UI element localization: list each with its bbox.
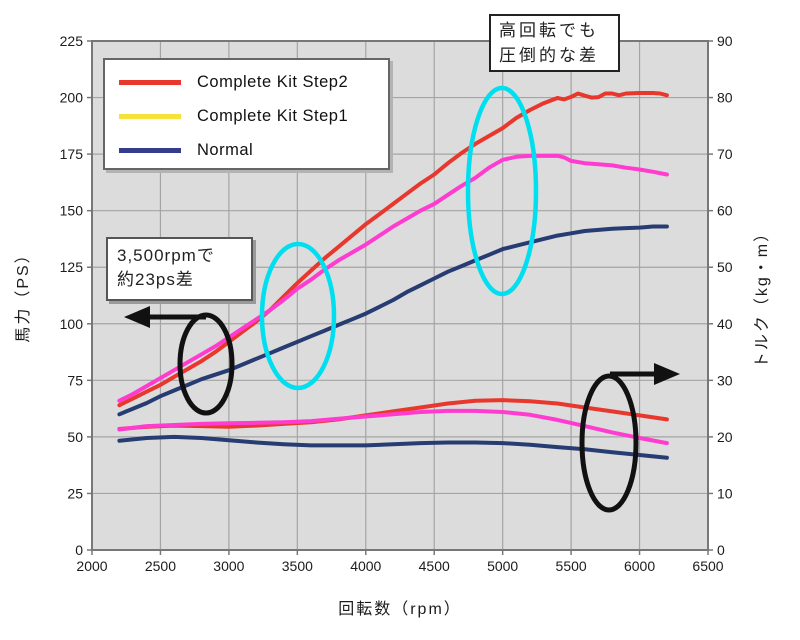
y-right-tick-label: 70: [717, 146, 733, 162]
x-tick-label: 3500: [282, 558, 313, 574]
cyan-highlight-ellipse: [259, 241, 337, 391]
legend-item-step1: Complete Kit Step1: [105, 99, 388, 133]
y-left-tick-label: 75: [67, 372, 83, 388]
x-tick-label: 3000: [213, 558, 244, 574]
y-left-tick-label: 0: [75, 542, 83, 558]
legend-label-step1: Complete Kit Step1: [197, 106, 349, 125]
y-left-tick-label: 200: [60, 90, 84, 106]
y-right-tick-label: 10: [717, 485, 733, 501]
y-left-tick-label: 150: [60, 203, 84, 219]
y-left-tick-label: 50: [67, 429, 83, 445]
torque-axis-indicator-ellipse: [579, 373, 639, 513]
legend-item-step2: Complete Kit Step2: [105, 65, 388, 99]
y-left-tick-label: 175: [60, 146, 84, 162]
y-left-tick-label: 125: [60, 259, 84, 275]
y-left-tick-label: 100: [60, 316, 84, 332]
y-left-axis-title: 馬力（PS）: [15, 245, 32, 343]
y-right-tick-label: 30: [717, 372, 733, 388]
legend-item-normal: Normal: [105, 133, 388, 167]
annotation-high-rpm-line2: 圧倒的な差: [499, 45, 599, 65]
legend-label-step2: Complete Kit Step2: [197, 72, 349, 91]
legend-label-normal: Normal: [197, 140, 254, 159]
legend-swatch-step2: [119, 79, 181, 85]
annotation-high-rpm-line1: 高回転でも: [499, 21, 599, 40]
series-power: [117, 153, 669, 403]
x-tick-label: 2000: [76, 558, 107, 574]
annotation-high-rpm: 高回転でも 圧倒的な差: [489, 14, 620, 72]
torque-axis-arrow-head: [654, 363, 680, 385]
annotation-3500rpm-line2: 約23ps差: [117, 269, 194, 289]
x-axis-title: 回転数（rpm）: [338, 601, 462, 618]
x-tick-label: 6500: [692, 558, 723, 574]
series-power: [117, 91, 669, 408]
x-tick-label: 5500: [556, 558, 587, 574]
chart-legend: Complete Kit Step2 Complete Kit Step1 No…: [103, 58, 390, 170]
y-right-tick-label: 0: [717, 542, 725, 558]
y-left-tick-label: 225: [60, 33, 84, 49]
plot-border: [91, 40, 709, 551]
series-torque: [117, 398, 669, 431]
annotation-3500rpm: 3,500rpmで 約23ps差: [106, 237, 253, 301]
power-axis-arrow-head: [124, 306, 150, 328]
x-tick-label: 4000: [350, 558, 381, 574]
x-tick-label: 4500: [419, 558, 450, 574]
y-right-tick-label: 80: [717, 90, 733, 106]
y-right-axis-title: トルク（kg・m）: [754, 223, 771, 369]
cyan-highlight-ellipse: [465, 85, 539, 297]
y-right-tick-label: 60: [717, 203, 733, 219]
x-tick-label: 2500: [145, 558, 176, 574]
series-torque: [117, 434, 669, 460]
series-power: [117, 224, 669, 417]
y-right-tick-label: 90: [717, 33, 733, 49]
y-right-tick-label: 50: [717, 259, 733, 275]
legend-swatch-normal: [119, 147, 181, 153]
y-left-tick-label: 25: [67, 485, 83, 501]
y-right-tick-label: 40: [717, 316, 733, 332]
x-tick-label: 5000: [487, 558, 518, 574]
x-tick-label: 6000: [624, 558, 655, 574]
annotation-3500rpm-line1: 3,500rpmで: [117, 246, 215, 265]
series-torque: [117, 408, 669, 446]
legend-swatch-step1: [119, 113, 181, 119]
y-right-tick-label: 20: [717, 429, 733, 445]
